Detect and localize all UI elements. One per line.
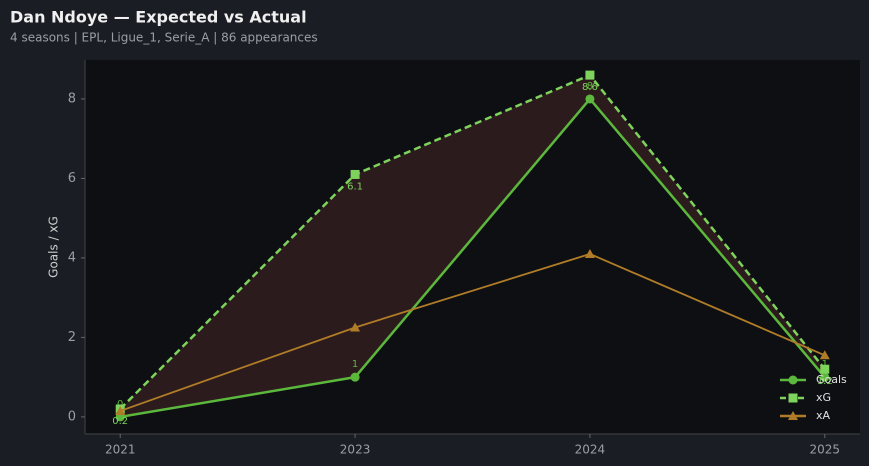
data-label: 1: [352, 359, 358, 370]
x-tick-label: 2025: [809, 443, 840, 457]
y-tick-label: 4: [68, 250, 76, 265]
data-label: 8.6: [582, 82, 598, 93]
marker: [819, 350, 830, 360]
data-label: 6.1: [347, 181, 363, 192]
series-line: [119, 73, 826, 410]
data-label: 0.2: [112, 416, 128, 427]
data-label: 8: [587, 81, 593, 92]
fill-between: [120, 75, 825, 417]
x-tick-label: 2023: [340, 443, 371, 457]
marker: [788, 393, 798, 403]
y-tick-label: 0: [68, 409, 76, 424]
x-tick-label: 2024: [575, 443, 606, 457]
legend-label: xG: [816, 391, 831, 404]
data-label: 1: [822, 359, 828, 370]
chart-title: Dan Ndoye — Expected vs Actual: [10, 8, 307, 27]
marker: [788, 375, 798, 385]
marker: [350, 322, 361, 332]
marker: [350, 169, 360, 179]
y-tick-label: 8: [68, 91, 76, 106]
data-label: 1.2: [817, 376, 833, 387]
y-axis-label: Goals / xG: [47, 216, 61, 278]
marker: [350, 372, 360, 382]
x-tick-label: 2021: [105, 443, 136, 457]
data-label: 0: [117, 399, 123, 410]
marker: [585, 94, 595, 104]
marker: [584, 248, 595, 258]
marker: [115, 405, 126, 415]
chart-subtitle: 4 seasons | EPL, Ligue_1, Serie_A | 86 a…: [10, 31, 318, 45]
marker: [820, 372, 830, 382]
legend-label: xA: [816, 409, 831, 422]
series-line: [120, 97, 826, 419]
marker: [788, 411, 798, 420]
marker: [585, 70, 595, 80]
y-tick-label: 6: [68, 171, 76, 186]
series-line: [119, 252, 826, 412]
legend-label: Goals: [816, 373, 847, 386]
marker: [820, 364, 830, 374]
y-tick-label: 2: [68, 330, 76, 345]
